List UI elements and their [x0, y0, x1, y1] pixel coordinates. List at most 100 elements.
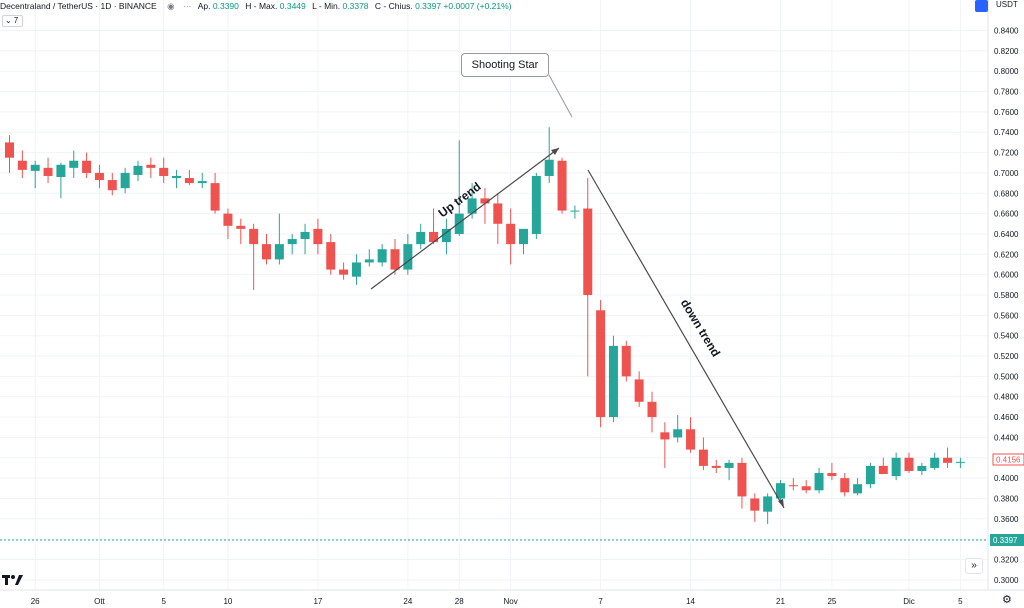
currency-label: USDT — [996, 0, 1018, 9]
time-tick-label: 5 — [958, 597, 963, 606]
price-tick-label: 0.3600 — [994, 515, 1019, 524]
candle-body — [711, 465, 721, 468]
time-tick-label: 25 — [827, 597, 836, 606]
indicators-toggle[interactable]: ⌄ 7 — [2, 15, 23, 27]
price-tick-label: 0.5400 — [994, 332, 1019, 341]
scroll-to-realtime-button[interactable]: » — [965, 558, 983, 574]
price-tick-label: 0.5800 — [994, 291, 1019, 300]
candle-body — [300, 231, 310, 240]
candle-body — [930, 457, 940, 468]
grid — [0, 0, 988, 590]
candle-body — [891, 457, 901, 477]
candle-body — [403, 244, 413, 270]
time-tick-label: Nov — [504, 597, 518, 606]
currency-button[interactable] — [975, 0, 988, 12]
candle-body — [172, 175, 182, 179]
candle-body — [249, 228, 259, 245]
candle-body — [390, 249, 400, 270]
price-tick-label: 0.6400 — [994, 230, 1019, 239]
time-tick-label: Dic — [903, 597, 915, 606]
time-tick-label: 7 — [598, 597, 603, 606]
price-tick-label: 0.8000 — [994, 67, 1019, 76]
price-tick-label: 0.4000 — [994, 474, 1019, 483]
price-tick-label: 0.3800 — [994, 494, 1019, 503]
price-tick-label: 0.8200 — [994, 47, 1019, 56]
candle-body — [210, 183, 220, 211]
candle-body — [326, 242, 336, 270]
candle-body — [480, 198, 490, 204]
candle-body — [377, 249, 387, 263]
shooting-star-callout[interactable]: Shooting Star — [461, 53, 549, 77]
gear-icon[interactable]: ⚙ — [1002, 594, 1012, 606]
chevron-down-icon: ⌄ — [5, 16, 12, 25]
candle-body — [583, 208, 593, 295]
candle-body — [107, 180, 117, 191]
candle-body — [673, 429, 683, 438]
price-tick-label: 0.8400 — [994, 27, 1019, 36]
current-price-tag: 0.3397 — [990, 534, 1024, 546]
candle-body — [364, 259, 374, 263]
price-tick-label: 0.3200 — [994, 555, 1019, 564]
down-trend-line[interactable] — [587, 169, 785, 509]
up-trend-arrowhead — [551, 148, 559, 155]
candle-body — [416, 231, 426, 245]
down-trend-label: down trend — [678, 297, 723, 360]
time-tick-label: 10 — [223, 597, 232, 606]
candle-body — [570, 210, 580, 212]
eye-icon[interactable]: ◉ — [167, 1, 175, 11]
time-tick-label: 26 — [31, 597, 40, 606]
last-price-tag: 0.4156 — [992, 453, 1024, 466]
candle-body — [313, 228, 323, 245]
candle-body — [223, 213, 233, 226]
candle-body — [686, 429, 696, 450]
legend-header: Decentraland / TetherUS · 1D · BINANCE ◉… — [0, 1, 512, 11]
price-tick-label: 0.7200 — [994, 149, 1019, 158]
candle-body — [467, 198, 477, 214]
candle-body — [441, 228, 451, 243]
candle-body — [351, 262, 361, 277]
more-icon[interactable]: ··· — [182, 1, 192, 11]
time-axis[interactable]: 26 Ott 5 10 17 24 28 Nov 7 14 21 25 Dic 5 — [31, 597, 963, 606]
price-tick-label: 0.7600 — [994, 108, 1019, 117]
price-tick-label: 0.5200 — [994, 352, 1019, 361]
candle-body — [236, 225, 246, 229]
candle-body — [853, 484, 863, 494]
candle-body — [917, 465, 927, 471]
candle-body — [750, 498, 760, 511]
candle-body — [660, 432, 670, 440]
candle-body — [184, 178, 194, 184]
price-tick-label: 0.7800 — [994, 88, 1019, 97]
time-tick-label: 24 — [403, 597, 412, 606]
price-tick-label: 0.3000 — [994, 576, 1019, 585]
time-tick-label: 28 — [455, 597, 464, 606]
tradingview-logo-icon[interactable] — [2, 574, 24, 586]
up-trend-line[interactable] — [370, 147, 560, 290]
candle-body — [146, 164, 156, 168]
price-tick-label: 0.6000 — [994, 271, 1019, 280]
candle-body — [159, 167, 169, 176]
candle-body — [17, 160, 27, 170]
candle-body — [94, 172, 104, 181]
candle-body — [724, 462, 734, 468]
time-tick-label: Ott — [94, 597, 105, 606]
candle-body — [801, 486, 811, 491]
candle-body — [596, 310, 606, 418]
price-tick-label: 0.6600 — [994, 210, 1019, 219]
candle-body — [608, 345, 618, 418]
time-tick-label: 17 — [313, 597, 322, 606]
candle-body — [737, 462, 747, 497]
candle-body — [519, 228, 528, 245]
candle-body — [943, 457, 953, 463]
symbol-title[interactable]: Decentraland / TetherUS · 1D · BINANCE — [0, 1, 157, 11]
candles — [5, 127, 965, 524]
price-tick-label: 0.6800 — [994, 189, 1019, 198]
time-tick-label: 5 — [161, 597, 166, 606]
candle-body — [840, 478, 850, 493]
trend-lines[interactable] — [370, 74, 785, 509]
candle-body — [69, 160, 79, 168]
down-trend-arrowhead — [778, 499, 784, 508]
candle-body — [339, 269, 349, 275]
candle-body — [197, 181, 207, 184]
candle-body — [274, 244, 284, 260]
